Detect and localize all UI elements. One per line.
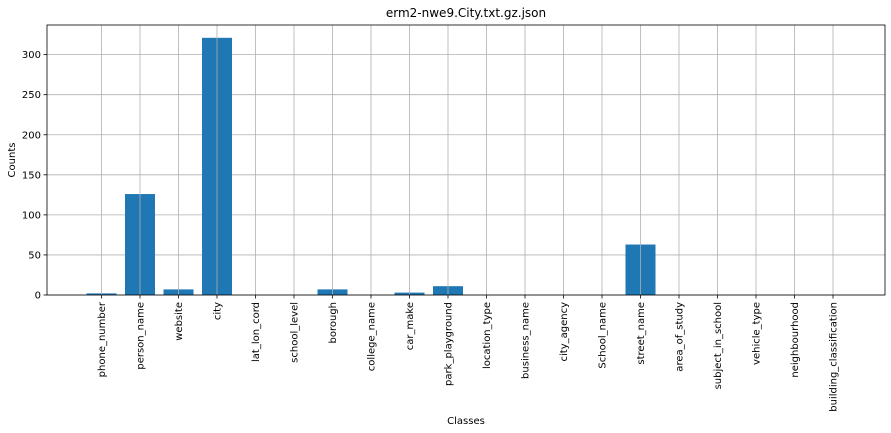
x-tick-label: lat_lon_cord <box>251 302 262 362</box>
x-tick-label: neighbourhood <box>790 302 801 378</box>
x-tick-label: School_name <box>598 302 609 369</box>
plot-frame <box>46 24 886 296</box>
x-ticks: phone_number person_name website city lat_lo… <box>97 295 840 412</box>
x-tick-label: street_name <box>636 302 647 365</box>
y-tick-label: 100 <box>22 210 41 221</box>
x-tick-label: phone_number <box>97 301 108 377</box>
x-tick-label: car_make <box>405 302 416 350</box>
y-tick-label: 300 <box>22 50 41 61</box>
x-tick-label: school_level <box>290 302 301 363</box>
x-tick-label: park_playground <box>444 302 455 386</box>
x-tick-label: college_name <box>367 302 378 371</box>
y-axis-label: Counts <box>7 143 18 178</box>
y-tick-label: 200 <box>22 130 41 141</box>
grid-lines <box>47 54 885 296</box>
y-tick-label: 250 <box>22 90 41 101</box>
x-tick-label: location_type <box>482 302 493 369</box>
x-tick-label: website <box>174 302 185 341</box>
y-tick-label: 150 <box>22 170 41 181</box>
x-axis-label: Classes <box>447 416 485 427</box>
x-tick-label: area_of_study <box>675 302 686 372</box>
chart-title: erm2-nwe9.City.txt.gz.json <box>386 6 546 20</box>
y-tick-label: 0 <box>35 291 41 302</box>
x-tick-label: person_name <box>136 302 147 370</box>
x-tick-label: business_name <box>521 302 532 379</box>
x-tick-label: city_agency <box>559 302 570 362</box>
x-tick-label: borough <box>328 302 339 344</box>
y-ticks: 0 50 100 150 200 250 300 <box>22 50 47 302</box>
y-tick-label: 50 <box>28 250 41 261</box>
x-tick-label: subject_in_school <box>713 302 724 389</box>
vertical-grid-lines <box>101 25 834 295</box>
x-tick-label: city <box>213 302 224 320</box>
x-tick-label: vehicle_type <box>752 302 763 365</box>
x-tick-label: building_classification <box>829 302 840 412</box>
